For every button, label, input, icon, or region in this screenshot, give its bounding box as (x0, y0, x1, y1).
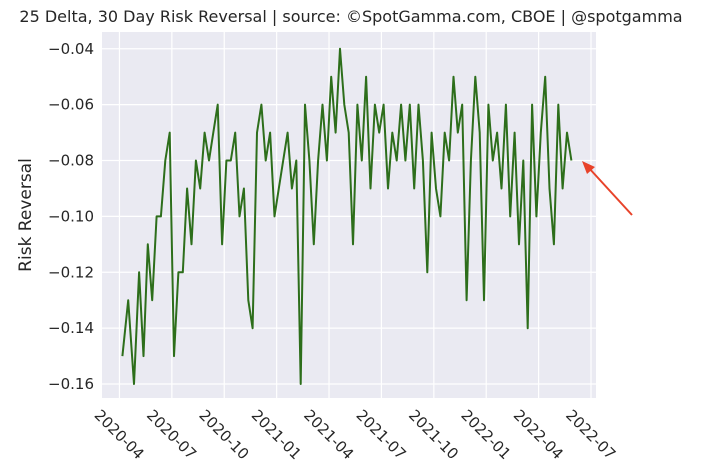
y-axis-label: Risk Reversal (16, 158, 36, 272)
y-tick-label: −0.06 (48, 96, 94, 114)
y-tick-label: −0.04 (48, 40, 94, 58)
x-tick-label: 2020-10 (195, 406, 252, 463)
y-tick-label: −0.16 (48, 375, 94, 393)
arrow-head (582, 161, 595, 174)
y-tick-label: −0.10 (48, 207, 94, 225)
x-tick-label: 2022-07 (562, 406, 619, 463)
x-tick-label: 2022-04 (510, 406, 567, 463)
x-tick-label: 2021-04 (300, 406, 357, 463)
x-tick-label: 2022-01 (457, 406, 514, 463)
plot-area (102, 32, 596, 398)
chart-title: 25 Delta, 30 Day Risk Reversal | source:… (19, 7, 682, 26)
annotation-arrow (587, 166, 633, 216)
x-tick-label: 2020-07 (143, 406, 200, 463)
y-tick-label: −0.08 (48, 152, 94, 170)
y-tick-label: −0.12 (48, 263, 94, 281)
data-line (121, 47, 573, 385)
y-tick-label: −0.14 (48, 319, 94, 337)
x-tick-label: 2021-07 (353, 406, 410, 463)
x-tick-label: 2020-04 (91, 406, 148, 463)
x-tick-label: 2021-10 (405, 406, 462, 463)
x-tick-label: 2021-01 (248, 406, 305, 463)
